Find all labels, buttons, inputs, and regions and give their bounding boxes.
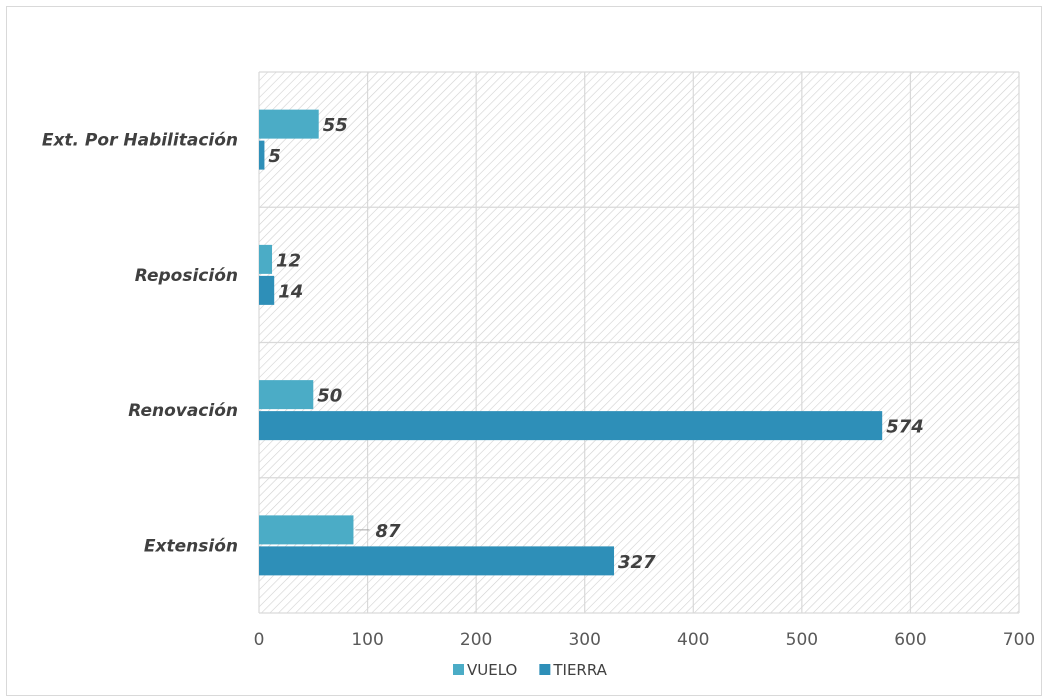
x-tick-label: 100 [351,630,383,650]
data-label: 574 [886,417,924,438]
x-tick-label: 500 [786,630,818,650]
bar-vuelo [259,244,273,274]
legend-swatch [539,664,551,675]
x-tick-label: 600 [894,630,926,650]
category-label: Reposición [135,266,238,286]
legend-label: VUELO [467,661,517,679]
category-label: Renovación [128,401,238,421]
legend-swatch [453,664,464,675]
data-label: 14 [278,281,303,302]
category-label: Extensión [144,536,238,556]
x-tick-label: 0 [254,630,265,650]
bar-tierra [259,411,883,441]
legend: VUELO TIERRA [453,661,608,679]
bar-tierra [259,546,615,576]
x-tick-label: 200 [460,630,492,650]
data-label: 87 [375,521,401,542]
category-label: Ext. Por Habilitación [42,131,238,151]
bar-vuelo [259,380,314,410]
bar-tierra [259,275,275,305]
data-label: 12 [276,250,301,271]
bar-vuelo [259,515,354,545]
bar-tierra [259,140,265,170]
category-labels: Ext. Por Habilitación Reposición Renovació… [42,131,238,557]
x-axis-ticks: 0 100 200 300 400 500 600 700 [254,630,1036,650]
data-label: 327 [618,552,656,573]
bars [259,109,883,576]
bar-vuelo [259,109,319,139]
x-tick-label: 400 [677,630,709,650]
x-tick-label: 300 [568,630,600,650]
data-label: 55 [323,115,348,136]
x-tick-label: 700 [1003,630,1035,650]
legend-label: TIERRA [552,661,607,679]
data-label: 5 [268,146,281,167]
data-label: 50 [317,386,342,407]
